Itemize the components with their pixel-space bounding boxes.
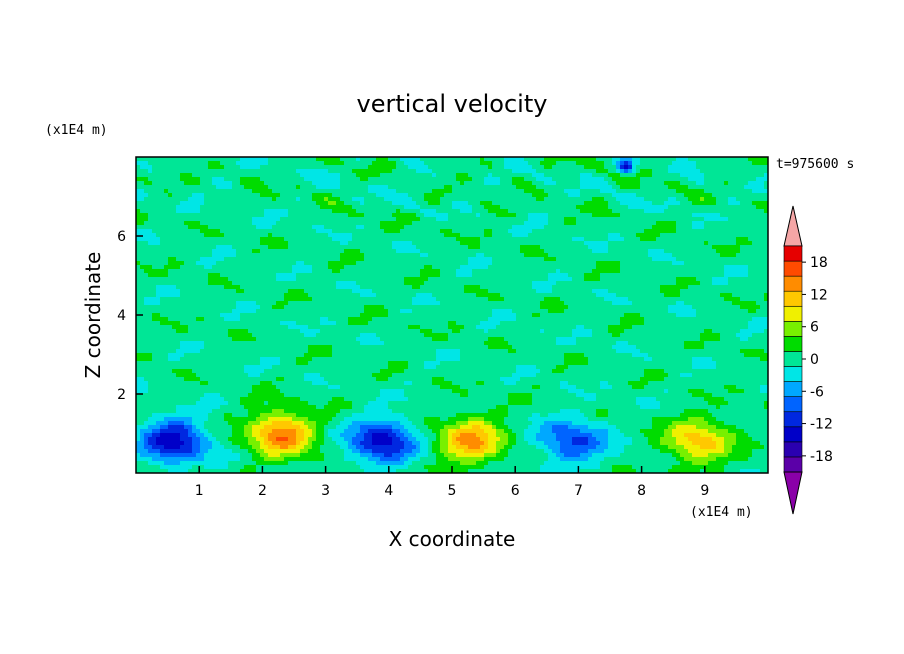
colorbar-band xyxy=(783,305,803,322)
colorbar-tick-label: 0 xyxy=(810,352,819,368)
x-axis-label: X coordinate xyxy=(389,527,516,551)
x-tick-label: 9 xyxy=(700,483,709,499)
y-axis-ticks: 2 4 6 xyxy=(117,229,143,403)
colorbar-band xyxy=(783,321,803,337)
colorbar-band xyxy=(783,396,803,413)
x-tick-label: 1 xyxy=(195,483,204,499)
colorbar-tick-label: 18 xyxy=(810,255,828,271)
colorbar-band xyxy=(783,245,803,262)
colorbar-band xyxy=(783,260,803,277)
colorbar-band xyxy=(783,290,803,307)
velocity-field xyxy=(136,157,768,473)
colorbar-band xyxy=(783,351,803,367)
colorbar-band xyxy=(783,366,803,382)
colorbar-tick-label: 6 xyxy=(810,320,819,336)
x-tick-label: 6 xyxy=(511,483,520,499)
colorbar-band xyxy=(783,441,803,458)
colorbar-band xyxy=(783,426,803,443)
x-axis-ticks: 1 2 3 4 5 6 7 8 9 xyxy=(195,466,709,499)
y-tick-label: 2 xyxy=(117,387,126,403)
colorbar-over-arrow xyxy=(783,205,803,247)
x-tick-label: 4 xyxy=(384,483,393,499)
y-axis-label: Z coordinate xyxy=(81,252,105,379)
x-tick-label: 5 xyxy=(448,483,457,499)
chart-title: vertical velocity xyxy=(357,90,548,118)
colorbar-band xyxy=(783,275,803,292)
x-tick-label: 3 xyxy=(321,483,330,499)
x-tick-label: 7 xyxy=(574,483,583,499)
time-label: t=975600 s xyxy=(776,157,854,172)
colorbar-tick-label: 12 xyxy=(810,287,828,303)
y-unit-label: (x1E4 m) xyxy=(45,123,108,138)
colorbar-tick-label: -18 xyxy=(810,449,833,465)
colorbar-band xyxy=(783,381,803,397)
x-tick-label: 8 xyxy=(637,483,646,499)
colorbar-tick-label: -6 xyxy=(810,384,824,400)
colorbar-under-arrow xyxy=(783,471,803,515)
colorbar-band xyxy=(783,336,803,352)
colorbar-band xyxy=(783,411,803,428)
x-unit-label: (x1E4 m) xyxy=(690,505,753,520)
colorbar-tick-label: -12 xyxy=(810,417,833,433)
colorbar: 18 12 6 0 -6 -12 -18 xyxy=(783,205,833,515)
y-tick-label: 4 xyxy=(117,308,126,324)
x-tick-label: 2 xyxy=(258,483,267,499)
colorbar-band xyxy=(783,456,803,473)
y-tick-label: 6 xyxy=(117,229,126,245)
